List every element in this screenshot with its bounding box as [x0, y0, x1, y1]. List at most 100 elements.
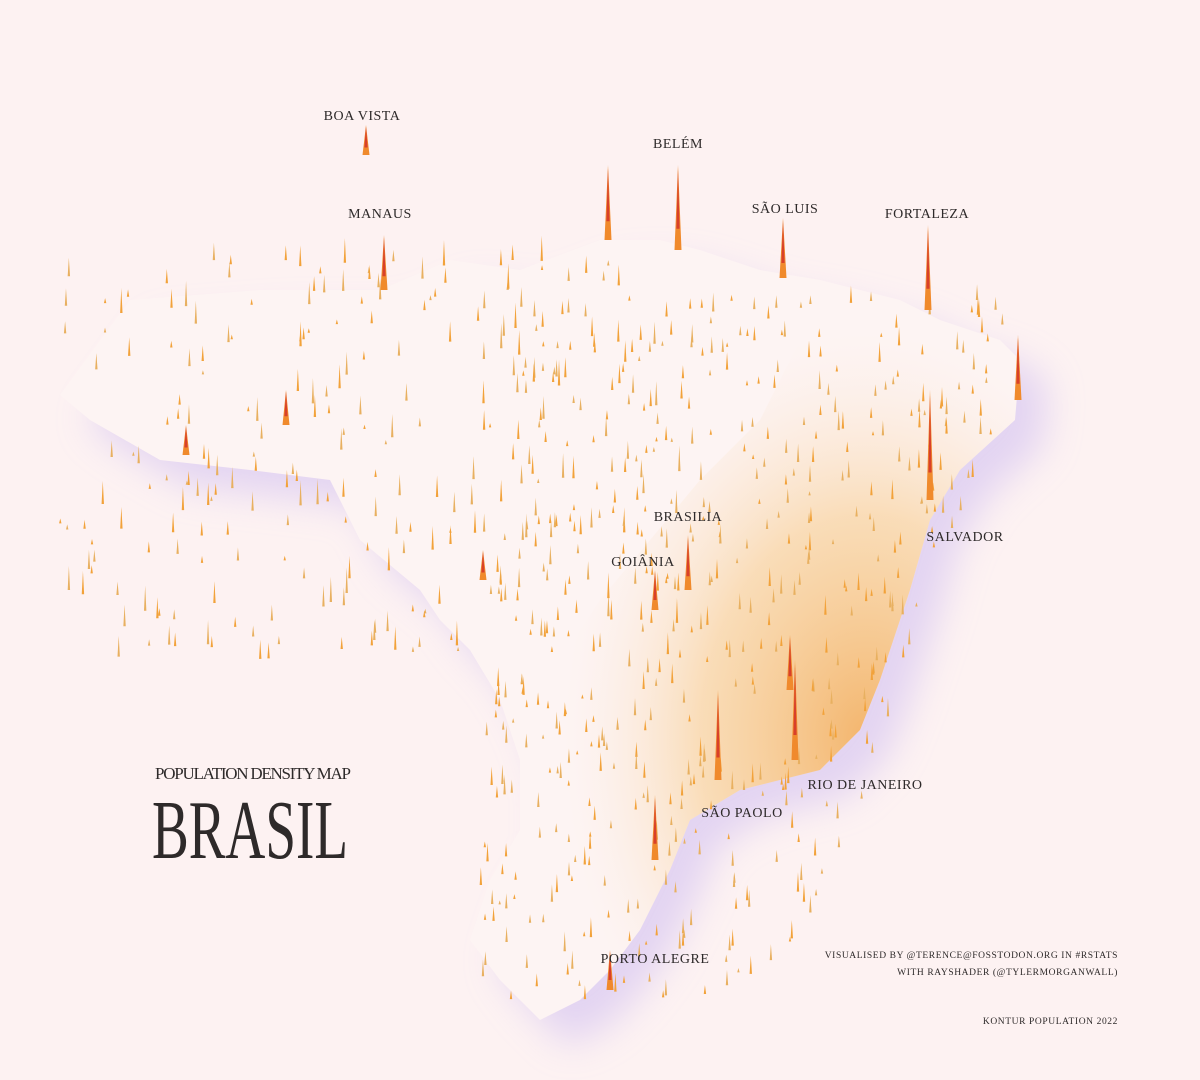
spike — [497, 667, 500, 687]
spike — [686, 537, 690, 577]
spike — [340, 428, 343, 450]
spike — [338, 364, 341, 389]
spike — [678, 649, 682, 658]
spike — [585, 718, 588, 732]
spike — [780, 634, 783, 646]
spike — [210, 635, 213, 648]
spike — [567, 629, 570, 637]
spike — [567, 267, 570, 281]
spike — [545, 620, 549, 634]
spike — [617, 319, 620, 342]
spike — [1001, 313, 1004, 325]
spike — [579, 515, 582, 535]
spike — [563, 931, 566, 952]
spike — [433, 287, 437, 297]
spike — [614, 972, 617, 992]
spike — [940, 386, 944, 407]
spike — [841, 470, 844, 481]
spike — [528, 445, 531, 464]
spike — [819, 404, 822, 416]
spike — [553, 512, 557, 528]
spike — [932, 541, 936, 548]
spike — [429, 295, 432, 301]
spike — [543, 620, 547, 637]
spike — [567, 748, 571, 763]
spike — [800, 862, 803, 880]
spike — [660, 526, 663, 537]
spike — [847, 459, 850, 478]
spike — [972, 352, 976, 370]
spike — [597, 734, 601, 748]
spike — [610, 599, 613, 620]
spike — [708, 500, 711, 513]
spike — [675, 598, 679, 623]
spike — [646, 785, 649, 803]
spike — [750, 662, 754, 672]
spike — [442, 239, 446, 266]
spike — [638, 355, 641, 362]
spike — [725, 352, 729, 370]
spike — [542, 396, 545, 419]
spike — [761, 790, 764, 796]
spike — [435, 475, 439, 497]
spike — [670, 815, 673, 826]
spike — [486, 843, 489, 862]
spike — [590, 687, 593, 700]
spike — [670, 437, 673, 442]
spike — [694, 828, 697, 833]
spike — [870, 588, 873, 596]
spike — [123, 604, 126, 627]
spike — [640, 600, 643, 620]
spike — [665, 576, 668, 584]
spike — [814, 430, 818, 439]
spike — [368, 264, 371, 280]
spike — [176, 408, 180, 419]
spike — [682, 688, 686, 703]
spike — [655, 923, 658, 936]
credit-line: WITH RAYSHADER (@TYLERMORGANWALL) — [897, 967, 1118, 978]
spike — [67, 257, 71, 277]
spike — [926, 229, 930, 289]
spike — [456, 646, 460, 651]
density-spikes — [59, 125, 1022, 1000]
spike — [566, 440, 569, 447]
spike — [766, 426, 770, 439]
spike — [920, 499, 923, 504]
spike — [702, 516, 705, 521]
spike — [542, 562, 545, 572]
spike — [780, 329, 784, 336]
spike — [567, 861, 571, 876]
spike — [708, 571, 712, 586]
spike — [259, 639, 262, 659]
spike — [776, 359, 779, 372]
spike — [569, 512, 572, 522]
spike — [325, 384, 328, 397]
spike — [590, 507, 593, 528]
spike — [751, 676, 755, 685]
spike — [302, 567, 306, 579]
spike — [516, 588, 519, 601]
spike — [535, 324, 538, 331]
spike — [636, 485, 639, 500]
spike — [653, 321, 656, 344]
spike — [871, 741, 874, 753]
spike — [956, 331, 959, 350]
spike — [674, 881, 677, 893]
spike — [930, 526, 934, 533]
spike — [785, 790, 788, 806]
spike — [910, 408, 913, 416]
spike — [312, 276, 316, 291]
spike — [610, 456, 614, 472]
spike — [504, 680, 507, 698]
spike — [869, 291, 873, 301]
spike — [366, 541, 369, 551]
spike — [549, 544, 552, 565]
spike — [517, 419, 520, 440]
spike — [93, 549, 96, 562]
spike — [520, 287, 523, 307]
spike — [583, 846, 586, 865]
spike — [751, 454, 755, 459]
spike — [184, 426, 188, 448]
spike — [689, 523, 692, 533]
spike — [382, 237, 386, 277]
